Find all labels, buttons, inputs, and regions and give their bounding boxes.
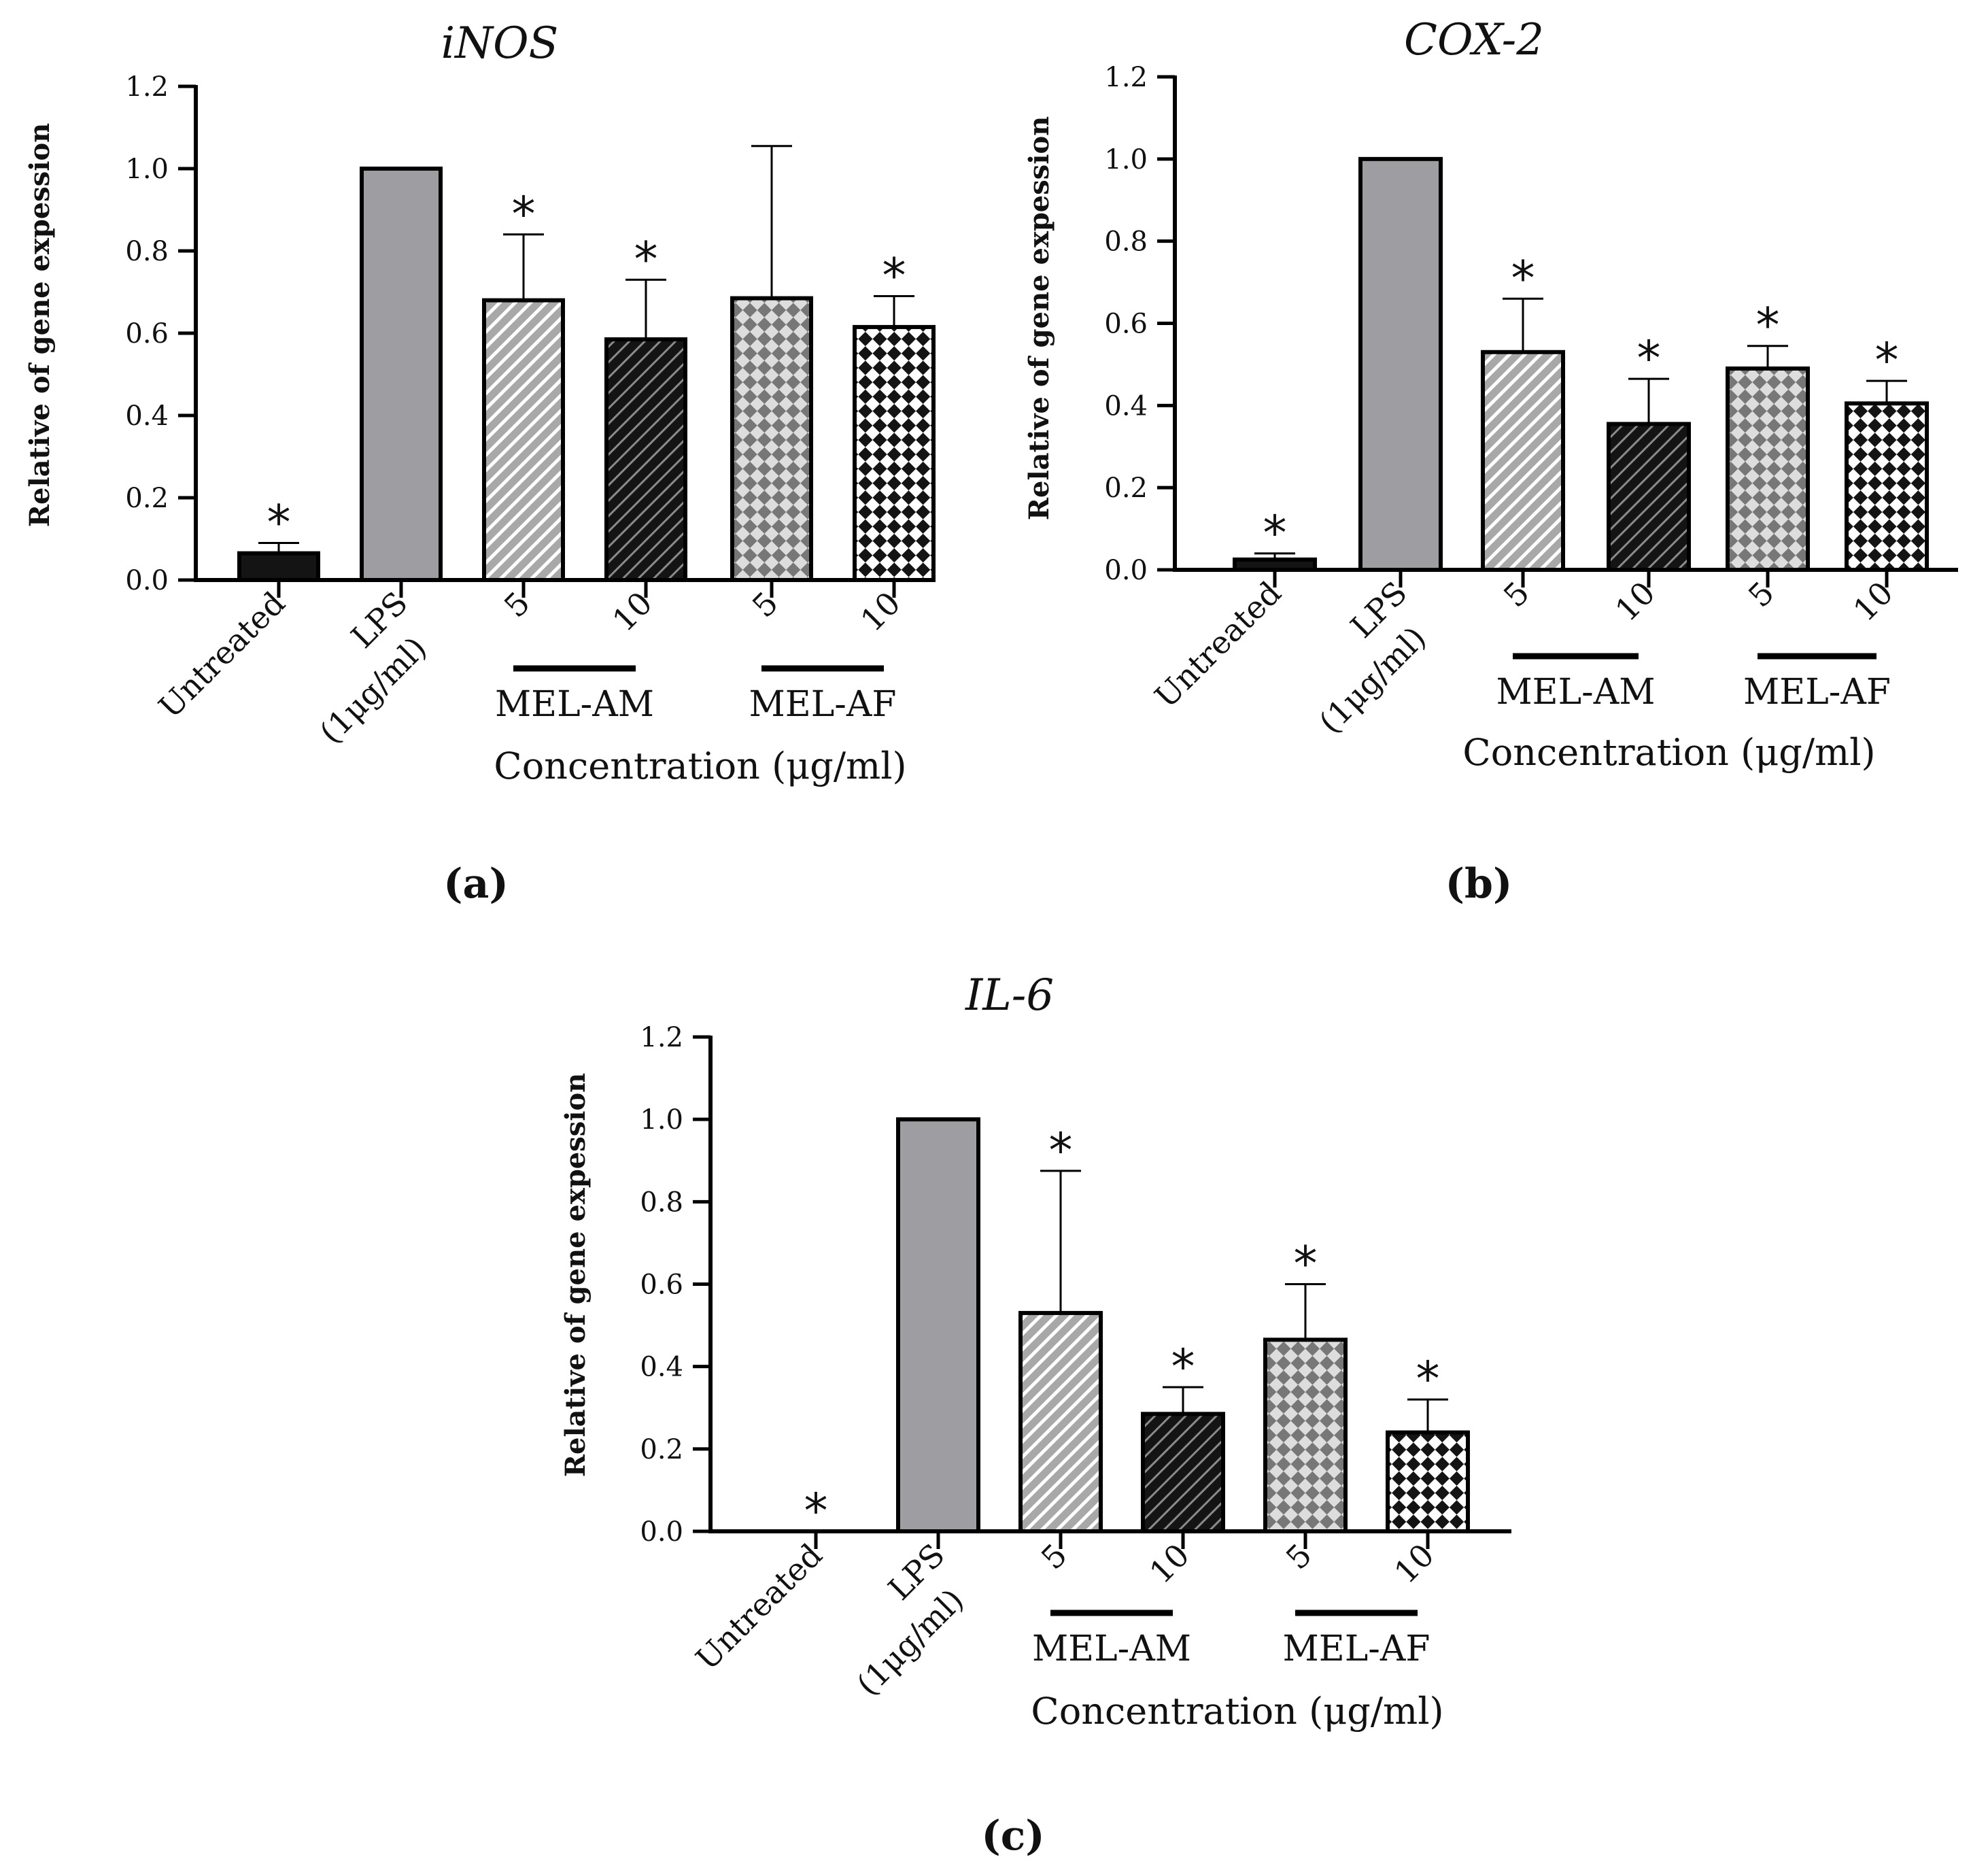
group-label: MEL-AF (1283, 1629, 1430, 1669)
bar (1263, 1338, 1348, 1533)
bar (1845, 401, 1929, 572)
y-tick-label: 0.6 (1104, 309, 1148, 340)
x-tick-label: 5 (1741, 575, 1781, 615)
y-tick-label: 0.4 (640, 1352, 683, 1383)
panel-label: (c) (981, 1812, 1044, 1860)
y-tick-label: 1.0 (1104, 144, 1148, 175)
chart-panel-c: IL-6 Relative of gene expession Concentr… (560, 970, 1511, 1860)
x-tick-label: 10 (1387, 1537, 1441, 1591)
bar (1141, 1412, 1225, 1533)
x-tick-label: 10 (1142, 1537, 1197, 1591)
significance-marker: * (1263, 505, 1287, 561)
panel-label: (a) (443, 860, 509, 908)
y-tick-label: 1.0 (125, 154, 169, 185)
y-tick-label: 0.6 (125, 318, 169, 350)
bar (1018, 1310, 1103, 1533)
significance-marker: * (1171, 1339, 1195, 1395)
significance-marker: * (512, 186, 536, 242)
x-tick-label: 5 (497, 585, 537, 625)
x-tick-label: Untreated (1148, 575, 1288, 715)
bar (1481, 350, 1565, 573)
bar (1386, 1430, 1470, 1534)
y-axis-label: Relative of gene expession (560, 1073, 592, 1478)
bar (853, 324, 936, 582)
x-tick-label: 10 (605, 585, 659, 639)
bar (1358, 156, 1443, 573)
y-tick-label: 0.0 (640, 1516, 683, 1548)
y-tick-label: 0.2 (640, 1434, 683, 1465)
x-tick-label: Untreated (689, 1537, 829, 1678)
x-tick-label: 5 (1279, 1537, 1319, 1577)
y-tick-label: 0.6 (640, 1270, 683, 1301)
group-label: MEL-AF (749, 684, 897, 725)
chart-panel-a: iNOS Relative of gene expession Concentr… (24, 18, 936, 908)
bar (482, 298, 565, 582)
group-label: MEL-AM (1496, 672, 1655, 713)
significance-marker: * (267, 495, 291, 551)
significance-marker: * (634, 231, 658, 287)
bar (360, 167, 443, 582)
y-tick-label: 0.0 (125, 565, 169, 596)
y-tick-label: 0.8 (1104, 226, 1148, 258)
group-label: MEL-AM (495, 684, 654, 725)
y-tick-label: 0.4 (1104, 390, 1148, 422)
chart-title: IL-6 (965, 970, 1054, 1021)
x-tick-label: 10 (1608, 575, 1662, 629)
x-tick-label: 10 (1846, 575, 1900, 629)
significance-marker: * (1416, 1351, 1440, 1407)
bar (730, 296, 813, 582)
y-tick-label: 0.0 (1104, 555, 1148, 586)
x-tick-label: 5 (1496, 575, 1537, 615)
y-tick-label: 0.2 (125, 483, 169, 514)
bar (896, 1117, 980, 1533)
plot-area: 0.00.20.40.60.81.01.2*****Untreated LPS(1… (640, 1022, 1511, 1703)
group-label: MEL-AF (1743, 672, 1891, 713)
y-tick-label: 0.8 (125, 236, 169, 267)
chart-title: iNOS (441, 18, 559, 69)
x-axis-label: Concentration (μg/ml) (494, 745, 906, 787)
y-tick-label: 1.0 (640, 1104, 683, 1136)
significance-marker: * (1294, 1236, 1318, 1292)
x-tick-label: 5 (1034, 1537, 1074, 1577)
x-tick-label: 10 (853, 585, 908, 639)
y-tick-label: 1.2 (1104, 62, 1148, 93)
group-label: MEL-AM (1032, 1629, 1191, 1669)
bar (1607, 422, 1691, 572)
y-axis-label: Relative of gene expession (1023, 116, 1055, 521)
significance-marker: * (1875, 333, 1899, 388)
x-tick-label: Untreated (152, 585, 292, 726)
y-tick-label: 0.8 (640, 1187, 683, 1218)
bar (1726, 366, 1810, 572)
x-axis-label: Concentration (μg/ml) (1462, 731, 1875, 774)
y-tick-label: 1.2 (125, 71, 169, 103)
y-tick-label: 0.2 (1104, 473, 1148, 504)
x-tick-label: 5 (745, 585, 785, 625)
significance-marker: * (1049, 1123, 1073, 1178)
plot-area: 0.00.20.40.60.81.01.2*** *Untreated LPS(1μ… (125, 71, 936, 751)
y-tick-label: 1.2 (640, 1022, 683, 1053)
y-axis-label: Relative of gene expession (24, 123, 56, 528)
chart-title: COX-2 (1404, 15, 1544, 65)
x-axis-label: Concentration (μg/ml) (1031, 1690, 1443, 1733)
bar (1233, 557, 1317, 572)
bar (604, 337, 687, 582)
y-tick-label: 0.4 (125, 401, 169, 432)
panel-label: (b) (1445, 860, 1513, 908)
significance-marker: * (1511, 250, 1535, 306)
significance-marker: * (804, 1483, 828, 1539)
significance-marker: * (1637, 330, 1661, 386)
bar (237, 551, 320, 582)
chart-panel-b: COX-2 Relative of gene expession Concent… (1023, 15, 1958, 908)
significance-marker: * (882, 248, 906, 304)
significance-marker: * (1756, 298, 1780, 354)
plot-area: 0.00.20.40.60.81.01.2*****Untreated LPS(1… (1104, 62, 1958, 741)
